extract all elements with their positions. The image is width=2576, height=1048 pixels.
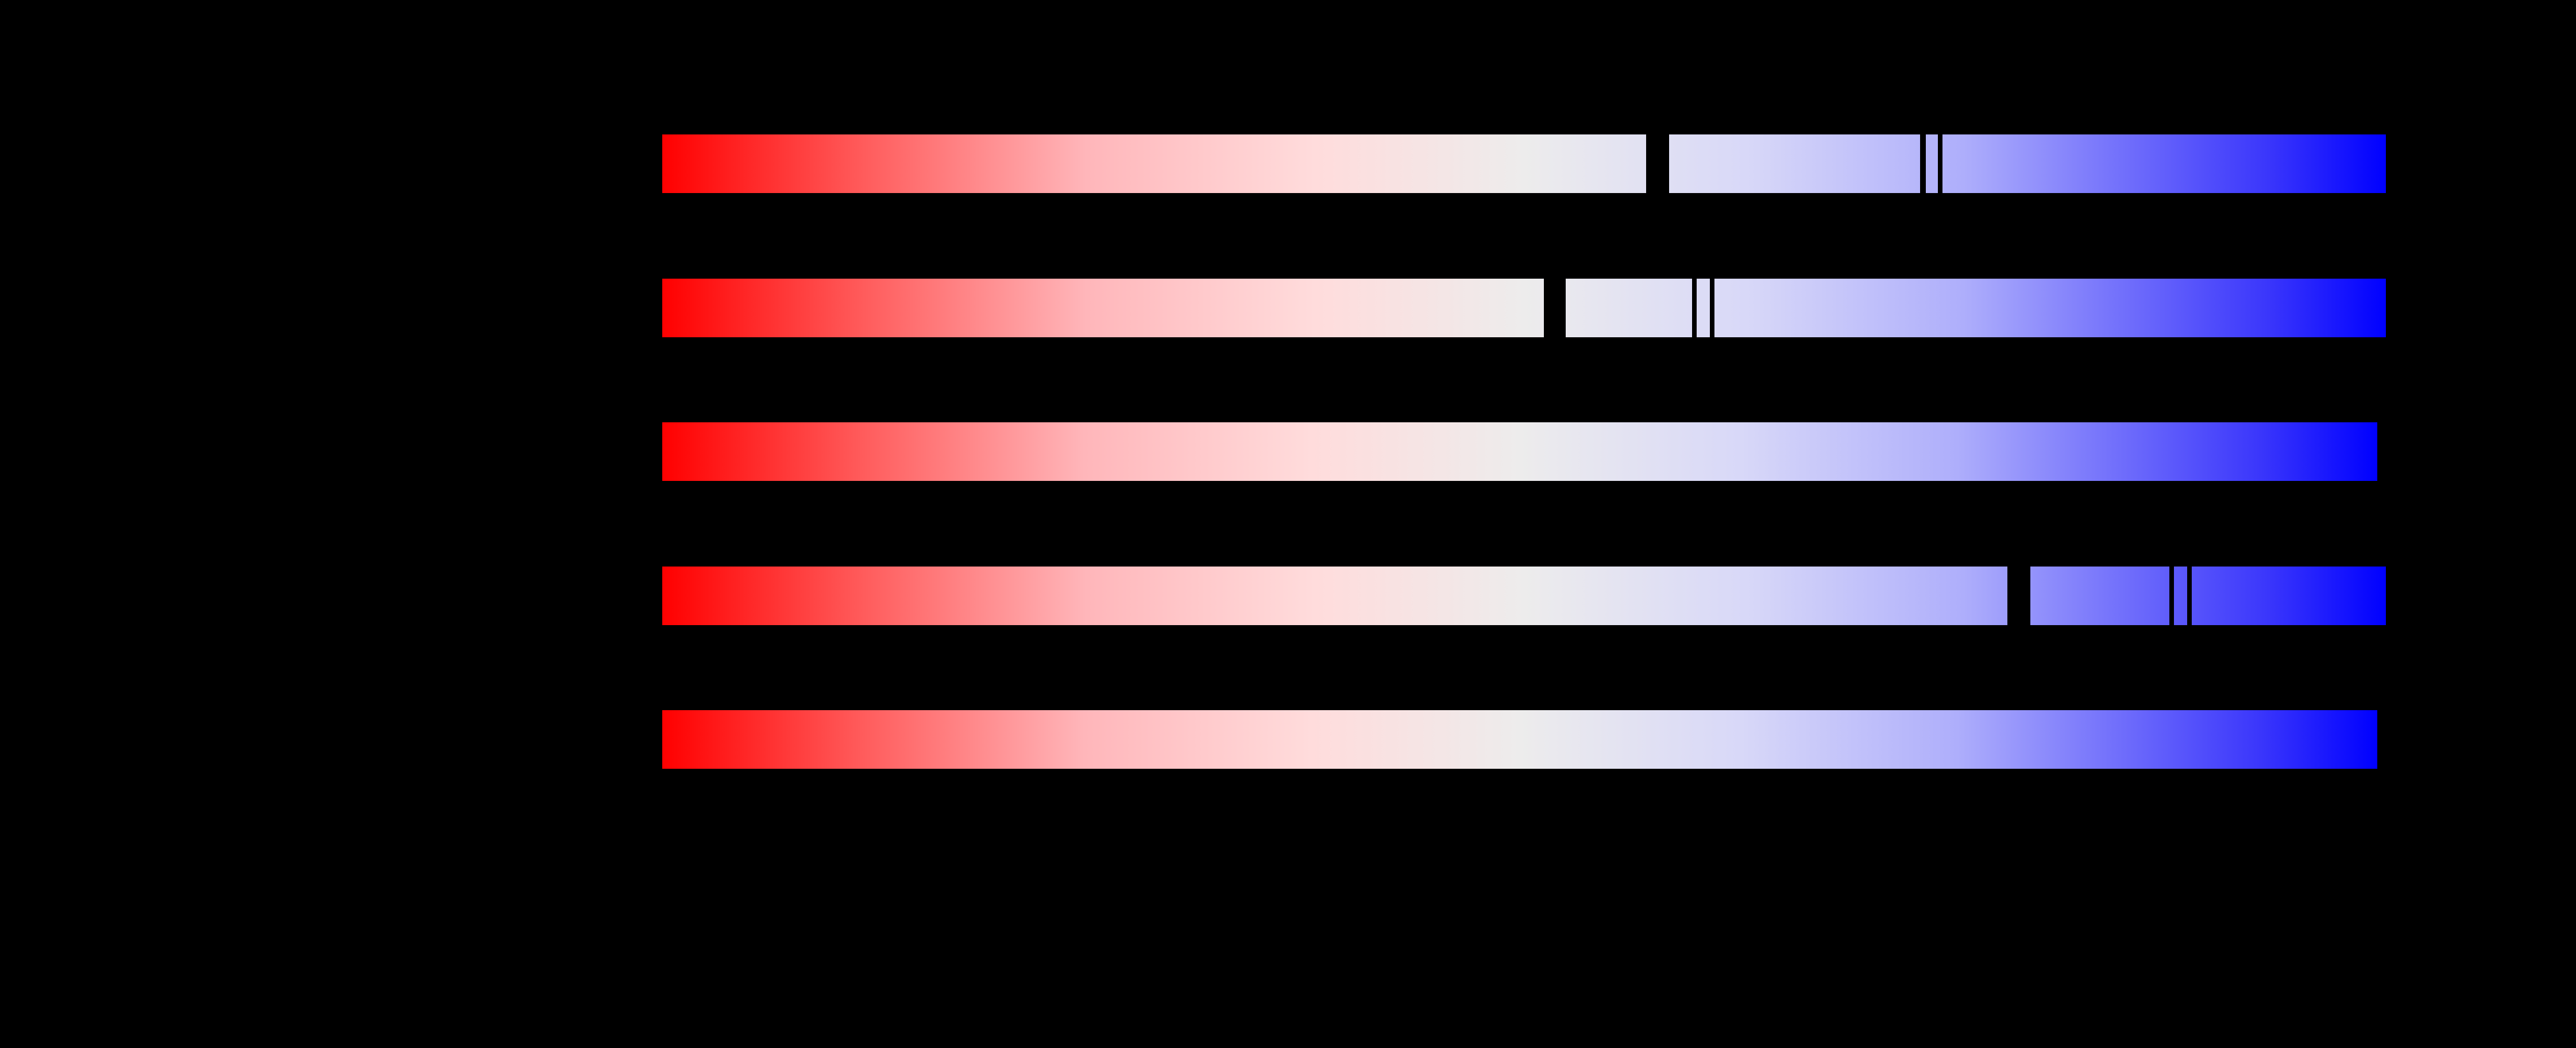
- bar-gap-mask: [1938, 134, 1942, 193]
- bar-gap-mask: [1544, 279, 1566, 337]
- gradient-bar-4: [662, 567, 2386, 625]
- gradient-bar-5: [662, 710, 2377, 769]
- gradient-bar-2: [662, 279, 2386, 337]
- bar-gap-mask: [2169, 567, 2174, 625]
- bar-gap-mask: [1646, 134, 1669, 193]
- bar-gap-mask: [2007, 567, 2030, 625]
- gradient-bar-3: [662, 422, 2377, 481]
- gradient-bar-1: [662, 134, 2386, 193]
- bar-gap-mask: [1692, 279, 1697, 337]
- bar-gap-mask: [2187, 567, 2192, 625]
- bar-gap-mask: [1920, 134, 1926, 193]
- bar-gap-mask: [1710, 279, 1714, 337]
